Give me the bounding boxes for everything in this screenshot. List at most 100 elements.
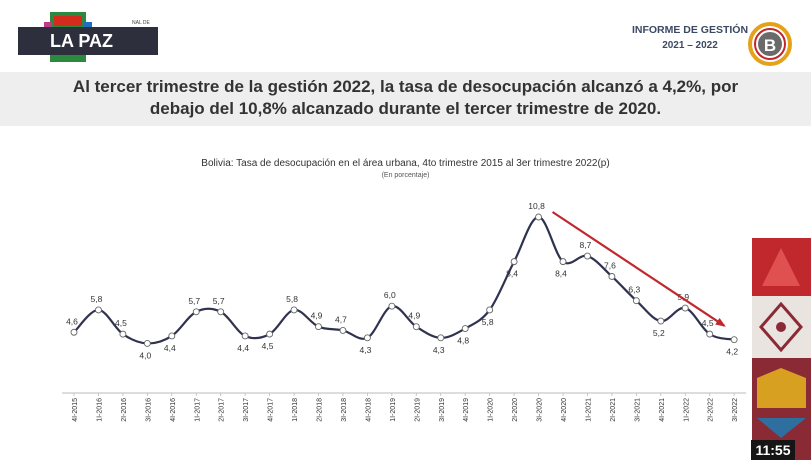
x-tick-label: 3I-2016: [145, 398, 152, 422]
data-point: [94, 306, 102, 314]
data-label: 4,4: [237, 343, 249, 353]
data-label: 8,7: [580, 240, 592, 250]
report-title-text: INFORME DE GESTIÓN: [631, 24, 749, 36]
data-label: 4,5: [262, 341, 274, 351]
data-label: 4,7: [335, 314, 347, 324]
data-point: [730, 336, 738, 344]
headline-line-2: debajo del 10,8% alcanzado durante el te…: [149, 99, 662, 118]
data-point: [412, 323, 420, 331]
x-tick-label: 2I-2016: [121, 398, 128, 422]
trend-arrow-head: [715, 317, 726, 327]
bicentenario-emblem-icon: B: [748, 22, 792, 66]
data-label: 4,9: [408, 311, 420, 321]
x-tick-label: 3I-2017: [243, 398, 250, 422]
data-point: [559, 258, 567, 266]
headline: Al tercer trimestre de la gestión 2022, …: [0, 76, 811, 120]
data-point: [461, 325, 469, 332]
x-tick-label: 3I-2019: [439, 398, 446, 422]
headline-band: [0, 72, 811, 126]
data-label: 4,9: [311, 311, 323, 321]
data-label: 10,8: [528, 201, 545, 211]
data-point: [315, 323, 322, 331]
data-point: [535, 213, 542, 221]
data-label: 8,4: [555, 269, 567, 279]
data-point: [486, 306, 494, 314]
data-point: [143, 339, 151, 347]
x-tick-label: 1I-2019: [390, 398, 397, 422]
data-label: 6,0: [384, 290, 396, 300]
data-point: [266, 330, 274, 338]
data-point: [192, 308, 200, 316]
data-label: 5,7: [188, 296, 200, 306]
data-label: 5,7: [213, 296, 225, 306]
x-tick-label: 1I-2017: [194, 398, 201, 422]
data-point: [290, 306, 298, 314]
x-tick-label: 3I-2021: [634, 398, 641, 422]
x-tick-label: 1I-2018: [292, 398, 299, 422]
x-tick-label: 4I-2015: [72, 398, 79, 422]
data-label: 5,8: [286, 294, 298, 304]
data-point: [388, 302, 396, 310]
data-label: 4,3: [359, 345, 371, 355]
data-point: [632, 297, 640, 305]
data-point: [681, 304, 689, 312]
data-point: [510, 258, 518, 266]
data-label: 8,4: [506, 269, 518, 279]
x-tick-label: 2I-2017: [219, 398, 226, 422]
data-label: 4,8: [457, 336, 469, 346]
data-label: 4,4: [164, 343, 176, 353]
x-tick-label: 2I-2018: [317, 398, 324, 422]
data-point: [339, 326, 347, 334]
x-tick-label: 4I-2020: [561, 398, 568, 422]
clock-badge: 11:55: [751, 440, 795, 460]
data-point: [217, 308, 225, 316]
x-tick-label: 1I-2021: [585, 398, 592, 422]
chart-subtitle: (En porcentaje): [381, 172, 430, 179]
data-point: [437, 334, 445, 342]
x-tick-label: 3I-2022: [732, 398, 739, 422]
top-bar: NAL DE IA LA PAZ INFORME DE GESTIÓN 2021…: [0, 0, 811, 68]
x-tick-label: 4I-2017: [268, 398, 275, 422]
x-tick-label: 1I-2020: [488, 398, 495, 422]
data-label: 4,3: [433, 345, 445, 355]
andean-pattern-decoration: [752, 238, 811, 460]
data-label: 4,5: [702, 318, 714, 328]
data-label: 4,2: [726, 347, 738, 357]
data-label: 4,5: [115, 318, 127, 328]
data-point: [119, 330, 127, 338]
series-line: [73, 215, 735, 345]
region-label: LA PAZ: [18, 27, 158, 55]
data-label: 6,3: [628, 285, 640, 295]
data-label: 4,6: [66, 316, 78, 326]
x-tick-label: 3I-2018: [341, 398, 348, 422]
x-tick-label: 2I-2019: [414, 398, 421, 422]
data-point: [363, 334, 371, 342]
x-tick-label: 2I-2022: [708, 398, 715, 422]
data-point: [706, 330, 714, 338]
x-tick-label: 1I-2016: [96, 398, 103, 422]
data-point: [70, 328, 78, 336]
x-tick-label: 4I-2018: [365, 398, 372, 422]
headline-line-1: Al tercer trimestre de la gestión 2022, …: [72, 77, 739, 96]
x-tick-label: 3I-2020: [537, 398, 544, 422]
unemployment-line-chart: 4,6 5,8 4,5 4,0 4,4 5,7 5,7 4,4 4,5 5,8 4,9 4,7 4,3 6…: [62, 201, 747, 422]
data-point: [584, 252, 591, 260]
data-point: [168, 332, 176, 340]
x-tick-label: 2I-2021: [610, 398, 617, 422]
x-tick-label: 4I-2021: [659, 398, 666, 422]
x-tick-label: 1I-2022: [683, 398, 690, 422]
data-point: [241, 332, 249, 340]
trend-arrow-line: [551, 211, 725, 327]
data-label: 5,8: [482, 317, 494, 327]
data-label: 5,9: [677, 292, 689, 302]
data-label: 5,2: [653, 328, 665, 338]
data-label: 7,6: [604, 260, 616, 270]
svg-text:B: B: [764, 36, 776, 55]
data-label: 4,0: [139, 350, 151, 360]
data-point: [657, 317, 665, 325]
chart-title: Bolivia: Tasa de desocupación en el área…: [201, 158, 610, 169]
x-tick-label: 2I-2020: [512, 398, 519, 422]
report-title: INFORME DE GESTIÓN 2021 – 2022: [630, 24, 750, 51]
report-years: 2021 – 2022: [662, 40, 718, 51]
data-point: [608, 273, 616, 280]
